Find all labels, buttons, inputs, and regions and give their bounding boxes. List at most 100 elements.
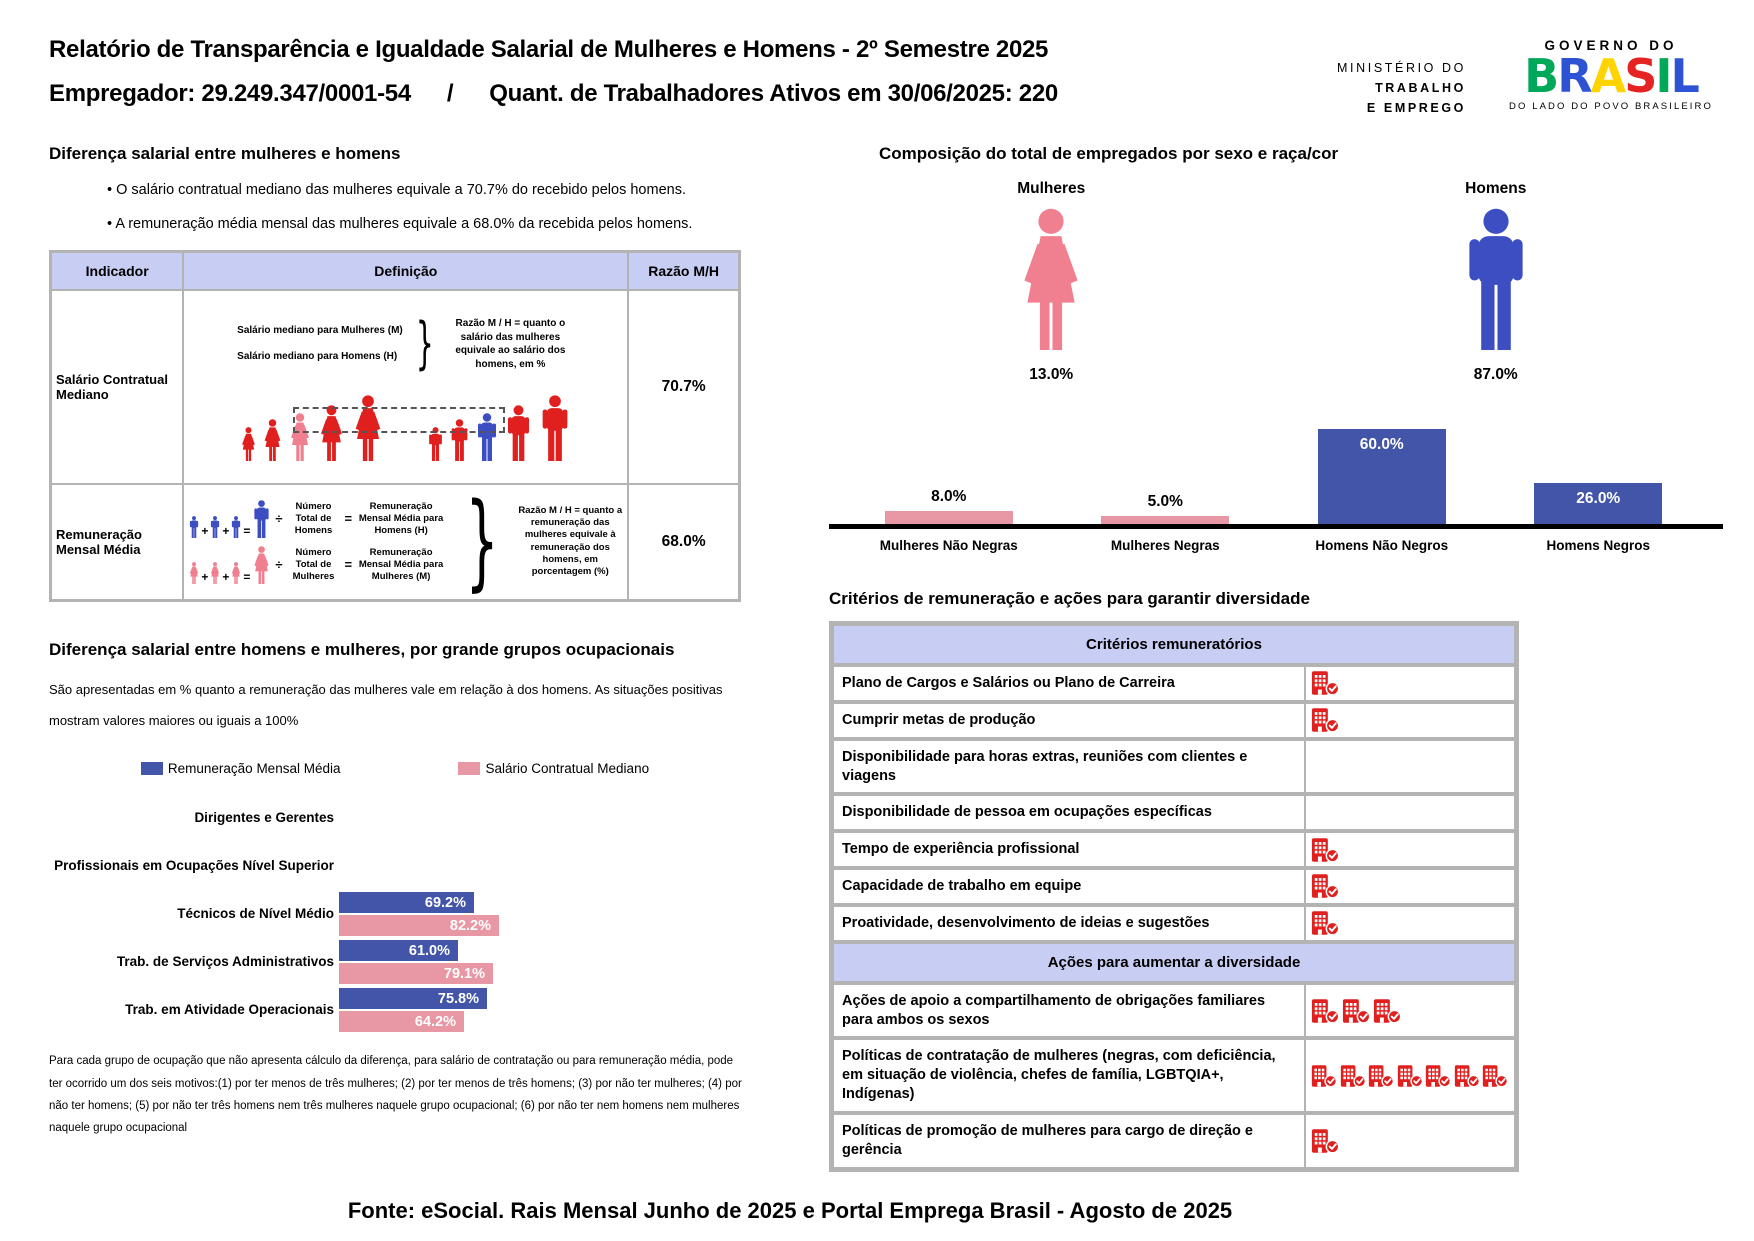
active-workers-count: Quant. de Trabalhadores Ativos em 30/06/…: [489, 80, 1058, 107]
legend-swatch-pink: [458, 762, 481, 776]
woman-pictogram: [254, 545, 269, 584]
bar-value-label: 82.2%: [449, 917, 491, 934]
composition-column: 60.0%: [1274, 429, 1491, 524]
company-check-icon: [1311, 911, 1340, 936]
criteria-row: Cumprir metas de produção: [832, 701, 1516, 739]
occupational-group-label: Dirigentes e Gerentes: [194, 810, 334, 826]
criteria-icons: [1306, 741, 1514, 793]
woman-pictogram: [1024, 208, 1078, 350]
composition-bar: [1101, 516, 1230, 524]
company-check-icon: [1342, 998, 1371, 1024]
report-header: Relatório de Transparência e Igualdade S…: [0, 0, 1754, 118]
occupational-bar: 75.8%: [339, 988, 487, 1010]
bullet-median-salary: O salário contratual mediano das mulhere…: [107, 182, 741, 198]
criteria-section-header: Critérios remuneratórios: [832, 624, 1516, 665]
woman-pictogram: [264, 419, 281, 461]
criteria-row: Capacidade de trabalho em equipe: [832, 868, 1516, 905]
man-pictogram: [542, 395, 568, 461]
bullet-mean-salary: A remuneração média mensal das mulheres …: [107, 216, 741, 232]
definition-median-diagram: Salário mediano para Mulheres (M) Salári…: [182, 289, 630, 485]
median-women-label: Salário mediano para Mulheres (M): [237, 325, 403, 336]
occupational-group-row: Técnicos de Nível Médio 69.2% 82.2%: [49, 890, 741, 938]
criteria-row: Disponibilidade de pessoa em ocupações e…: [832, 794, 1516, 832]
table-row: Remuneração Mensal Média + +: [49, 479, 741, 602]
content-columns: Diferença salarial entre mulheres e home…: [0, 118, 1754, 1172]
composition-title: Composição do total de empregados por se…: [879, 144, 1339, 163]
occupational-bar: 69.2%: [339, 892, 474, 914]
women-label: Mulheres: [1017, 180, 1086, 197]
criteria-label: Disponibilidade de pessoa em ocupações e…: [834, 796, 1306, 830]
criteria-row: Políticas de contratação de mulheres (ne…: [832, 1038, 1516, 1113]
gov-logo-top: GOVERNO DO: [1544, 38, 1678, 53]
median-men-label: Salário mediano para Homens (H): [237, 351, 398, 362]
table-header-row: Indicador Definição Razão M/H: [49, 250, 741, 291]
company-check-icon: [1311, 708, 1340, 733]
composition-category-label: Mulheres Não Negras: [879, 538, 1018, 553]
legend-median-label: Salário Contratual Mediano: [485, 761, 650, 777]
criteria-label: Cumprir metas de produção: [834, 703, 1306, 737]
man-icon: [1457, 208, 1535, 350]
composition-bar: 60.0%: [1317, 429, 1446, 524]
men-crowd: [426, 395, 573, 461]
occupational-legend: Remuneração Mensal Média Salário Contrat…: [49, 761, 741, 776]
bar-value-label: 79.1%: [443, 965, 485, 982]
composition-column: 26.0%: [1490, 483, 1707, 524]
company-check-icon: [1311, 837, 1340, 863]
criteria-row: Plano de Cargos e Salários ou Plano de C…: [832, 665, 1516, 702]
men-total: Homens 87.0%: [1274, 180, 1719, 384]
legend-mean: Remuneração Mensal Média: [140, 761, 340, 776]
bar-value-label: 69.2%: [424, 894, 466, 911]
ministry-line-1: MINISTÉRIO DO: [1337, 61, 1466, 75]
man-pictogram: [232, 515, 241, 538]
equals-symbol: =: [344, 557, 353, 573]
man-pictogram: [1469, 208, 1523, 350]
ministry-logo: MINISTÉRIO DO TRABALHO E EMPREGO: [1337, 36, 1466, 118]
occupational-group-row: Trab. em Atividade Operacionais 75.8% 64.2…: [49, 986, 741, 1034]
criteria-icons: [1306, 704, 1514, 737]
occupational-bar: 61.0%: [339, 940, 458, 962]
bar-value-label: 64.2%: [414, 1013, 456, 1030]
women-percentage: 13.0%: [1029, 366, 1074, 383]
criteria-row: Políticas de promoção de mulheres para c…: [832, 1112, 1516, 1169]
women-sum-icons: + + =: [188, 545, 272, 584]
company-check-icon: [1426, 1064, 1452, 1088]
bar-value-label: 60.0%: [1359, 436, 1404, 453]
criteria-label: Ações de apoio a compartilhamento de obr…: [834, 984, 1306, 1037]
occupational-group-label: Profissionais em Ocupações Nível Superio…: [54, 858, 334, 874]
salary-diff-bullets: O salário contratual mediano das mulhere…: [107, 182, 741, 232]
man-pictogram: [428, 427, 442, 461]
occupational-group-label: Trab. em Atividade Operacionais: [125, 1002, 334, 1018]
occupational-group-label: Técnicos de Nível Médio: [177, 906, 334, 922]
woman-pictogram: [211, 561, 220, 584]
divide-symbol: ÷: [275, 557, 283, 573]
median-ratio-explanation: Razão M / H = quanto o salário das mulhe…: [455, 318, 566, 370]
men-mean-label: Remuneração Mensal Média para Homens (H): [358, 500, 444, 536]
criteria-icons: [1306, 796, 1514, 829]
col-header-razao: Razão M/H: [627, 250, 741, 291]
man-pictogram: [190, 515, 199, 538]
occupational-chart: Dirigentes e Gerentes Profissionais em Oc…: [49, 794, 741, 1034]
occupational-group-row: Profissionais em Ocupações Nível Superio…: [49, 842, 741, 890]
criteria-label: Tempo de experiência profissional: [834, 833, 1306, 867]
composition-category-label: Mulheres Negras: [1110, 538, 1220, 553]
mean-formula-men: + + = ÷ Número Total de Homens: [188, 499, 447, 538]
brace-shape: }: [465, 479, 499, 602]
company-check-icon: [1483, 1064, 1509, 1088]
company-check-icon: [1311, 1129, 1340, 1154]
indicator-median-salary: Salário Contratual Mediano: [49, 289, 185, 485]
criteria-section-header: Ações para aumentar a diversidade: [832, 941, 1516, 983]
bar-value-label: 5.0%: [1147, 493, 1183, 510]
criteria-icons: [1306, 1040, 1514, 1111]
col-header-definicao: Definição: [182, 250, 630, 291]
brace-shape: }: [415, 310, 434, 376]
median-highlight-box: [292, 407, 505, 433]
composition-column: 8.0%: [841, 488, 1058, 524]
women-mean-label: Remuneração Mensal Média para Mulheres (…: [358, 546, 444, 582]
logos: MINISTÉRIO DO TRABALHO E EMPREGO GOVERNO…: [1337, 36, 1716, 118]
median-definition-labels: Salário mediano para Mulheres (M) Salári…: [188, 310, 623, 376]
composition-column: 5.0%: [1057, 493, 1274, 524]
criteria-label: Políticas de contratação de mulheres (ne…: [834, 1040, 1306, 1111]
company-check-icon: [1454, 1064, 1480, 1088]
gov-logo-tagline: DO LADO DO POVO BRASILEIRO: [1509, 100, 1713, 112]
bar-value-label: 61.0%: [408, 942, 450, 959]
